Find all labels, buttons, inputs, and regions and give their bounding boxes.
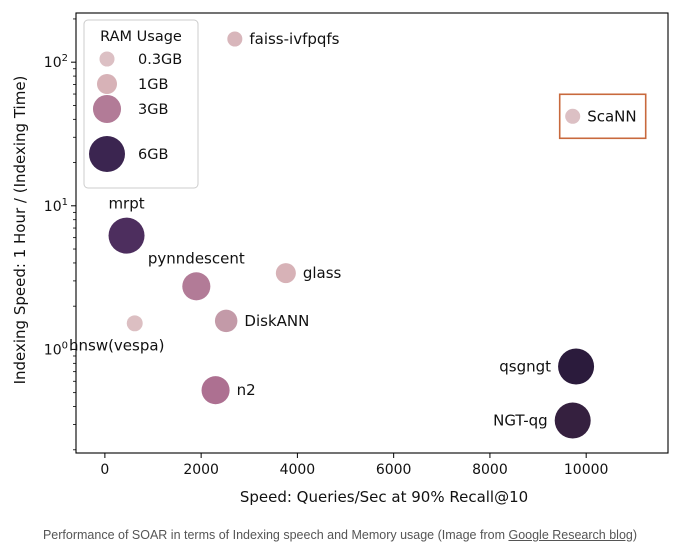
point-mrpt	[108, 217, 145, 254]
x-tick-label-4: 8000	[472, 462, 508, 478]
y-axis-label: Indexing Speed: 1 Hour / (Indexing Time)	[11, 76, 29, 385]
point-hnsw(vespa)	[126, 315, 143, 332]
highlight-box	[558, 93, 647, 140]
point-NGT-qg	[554, 402, 591, 439]
scatter-chart: 0 2000 4000 6000 8000 10000 100 101 102 Speed: Qu…	[11, 12, 669, 506]
x-tick-label-1: 2000	[183, 462, 219, 478]
point-label-mrpt: mrpt	[108, 195, 144, 213]
point-label-qsgngt: qsgngt	[499, 358, 551, 376]
x-tick-label-3: 6000	[376, 462, 412, 478]
point-ScaNN	[565, 108, 581, 124]
y-tick-label-0: 100	[44, 340, 68, 358]
legend-label-3GB: 3GB	[138, 102, 168, 118]
y-tick-label-2: 102	[44, 53, 68, 71]
figure-caption: Performance of SOAR in terms of Indexing…	[0, 528, 680, 542]
point-label-NGT-qg: NGT-qg	[493, 411, 548, 429]
x-tick-label-0: 0	[100, 462, 109, 478]
legend-title: RAM Usage	[100, 29, 182, 45]
caption-suffix: )	[632, 528, 638, 542]
point-label-glass: glass	[303, 264, 342, 282]
legend-marker-6GB	[89, 136, 125, 172]
point-n2	[201, 376, 230, 405]
legend-marker-0.3GB	[99, 51, 115, 67]
point-label-ScaNN: ScaNN	[587, 107, 636, 125]
legend-label-0.3GB: 0.3GB	[138, 52, 182, 68]
legend-marker-1GB	[96, 73, 118, 95]
x-tick-label-2: 4000	[280, 462, 316, 478]
x-tick-label-5: 10000	[564, 462, 609, 478]
x-axis-label: Speed: Queries/Sec at 90% Recall@10	[240, 488, 528, 506]
point-label-DiskANN: DiskANN	[244, 312, 309, 330]
legend-label-6GB: 6GB	[138, 147, 168, 163]
y-tick-label-1: 101	[44, 197, 68, 215]
point-DiskANN	[214, 309, 238, 333]
point-label-n2: n2	[237, 381, 256, 399]
point-pynndescent	[182, 272, 211, 301]
plot-frame	[75, 12, 669, 454]
caption-link[interactable]: Google Research blog	[508, 528, 633, 542]
point-qsgngt	[558, 348, 595, 385]
point-glass	[275, 263, 296, 284]
point-label-faiss-ivfpqfs: faiss-ivfpqfs	[249, 30, 339, 48]
point-label-hnsw(vespa): hnsw(vespa)	[69, 336, 164, 354]
point-faiss-ivfpqfs	[227, 31, 243, 47]
point-label-pynndescent: pynndescent	[148, 249, 245, 267]
caption-text: Performance of SOAR in terms of Indexing…	[42, 528, 509, 542]
legend-marker-3GB	[92, 94, 122, 124]
legend-label-1GB: 1GB	[138, 77, 168, 93]
